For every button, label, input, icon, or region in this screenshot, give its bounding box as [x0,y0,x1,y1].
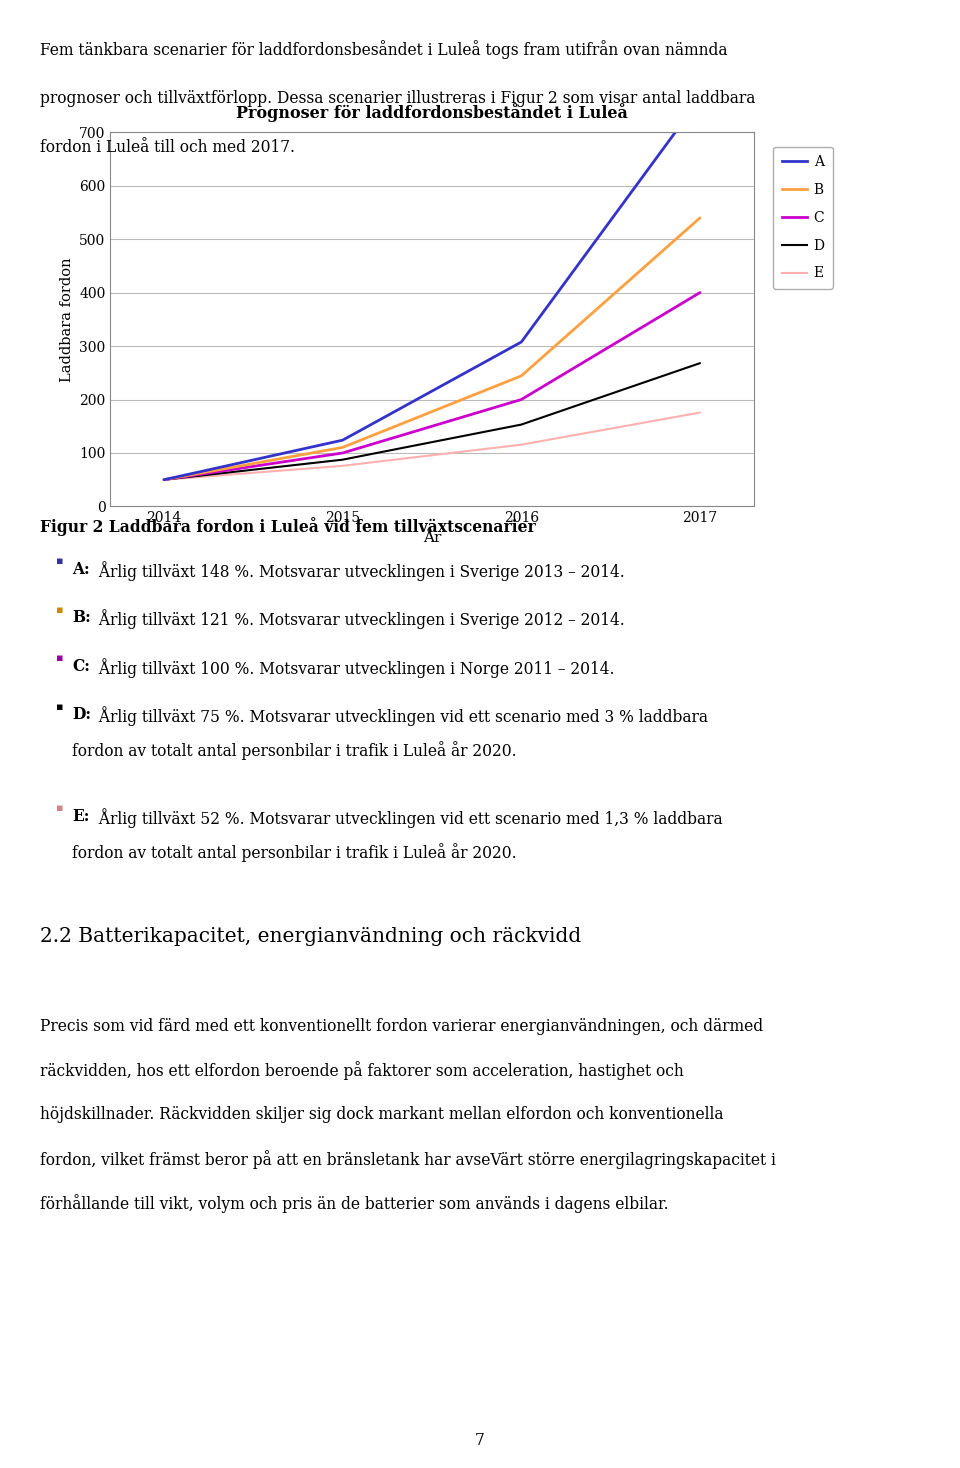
Text: A:: A: [72,561,89,578]
E [337,457,348,474]
Text: Figur 2 Laddbara fordon i Luleå vid fem tillväxtscenarier: Figur 2 Laddbara fordon i Luleå vid fem … [40,517,536,536]
Text: fordon, vilket främst beror på att en bränsletank har avseVärt större energilagr: fordon, vilket främst beror på att en br… [40,1149,777,1169]
A [158,471,170,489]
Y-axis label: Laddbara fordon: Laddbara fordon [60,257,74,382]
B [337,439,348,457]
Text: ▪: ▪ [56,702,63,712]
Text: förhållande till vikt, volym och pris än de batterier som används i dagens elbil: förhållande till vikt, volym och pris än… [40,1193,669,1213]
Line: B: B [164,217,700,480]
D [337,451,348,468]
Line: A: A [164,98,700,480]
Text: prognoser och tillväxtförlopp. Dessa scenarier illustreras i Figur 2 som visar a: prognoser och tillväxtförlopp. Dessa sce… [40,90,756,107]
Text: höjdskillnader. Räckvidden skiljer sig dock markant mellan elfordon och konventi: höjdskillnader. Räckvidden skiljer sig d… [40,1105,724,1123]
A [516,333,527,351]
Text: ▪: ▪ [56,556,63,567]
Line: D: D [164,363,700,480]
C [516,390,527,408]
Text: Årlig tillväxt 148 %. Motsvarar utvecklingen i Sverige 2013 – 2014.: Årlig tillväxt 148 %. Motsvarar utveckli… [94,561,625,581]
Text: fordon av totalt antal personbilar i trafik i Luleå år 2020.: fordon av totalt antal personbilar i tra… [72,843,516,862]
X-axis label: År: År [422,531,442,545]
B [516,367,527,385]
Text: Fem tänkbara scenarier för laddfordonsbesåndet i Luleå togs fram utifrån ovan nä: Fem tänkbara scenarier för laddfordonsbe… [40,40,728,59]
Text: E:: E: [72,807,89,825]
Text: fordon av totalt antal personbilar i trafik i Luleå år 2020.: fordon av totalt antal personbilar i tra… [72,741,516,760]
E [516,436,527,454]
Text: Precis som vid färd med ett konventionellt fordon varierar energianvändningen, o: Precis som vid färd med ett konventionel… [40,1017,763,1035]
Title: Prognoser för laddfordonsbeståndet i Luleå: Prognoser för laddfordonsbeståndet i Lul… [236,103,628,122]
Text: Årlig tillväxt 75 %. Motsvarar utvecklingen vid ett scenario med 3 % laddbara: Årlig tillväxt 75 %. Motsvarar utvecklin… [94,706,708,727]
D [158,471,170,489]
Text: räckvidden, hos ett elfordon beroende på faktorer som acceleration, hastighet oc: räckvidden, hos ett elfordon beroende på… [40,1061,684,1080]
Text: B:: B: [72,609,91,627]
C [694,283,706,301]
Text: Årlig tillväxt 52 %. Motsvarar utvecklingen vid ett scenario med 1,3 % laddbara: Årlig tillväxt 52 %. Motsvarar utvecklin… [94,807,723,828]
Text: 7: 7 [475,1431,485,1449]
A [337,432,348,449]
Text: C:: C: [72,658,90,675]
Text: ▪: ▪ [56,653,63,664]
C [337,445,348,462]
Text: D:: D: [72,706,91,724]
B [158,471,170,489]
B [694,208,706,226]
Text: fordon i Luleå till och med 2017.: fordon i Luleå till och med 2017. [40,139,296,157]
Text: ▪: ▪ [56,605,63,615]
Text: ▪: ▪ [56,803,63,813]
Legend: A, B, C, D, E: A, B, C, D, E [774,147,833,289]
E [158,471,170,489]
D [694,354,706,371]
A [694,90,706,107]
Text: 2.2 Batterikapacitet, energianvändning och räckvidd: 2.2 Batterikapacitet, energianvändning o… [40,926,582,945]
D [516,415,527,433]
Text: Årlig tillväxt 121 %. Motsvarar utvecklingen i Sverige 2012 – 2014.: Årlig tillväxt 121 %. Motsvarar utveckli… [94,609,625,630]
C [158,471,170,489]
Text: Årlig tillväxt 100 %. Motsvarar utvecklingen i Norge 2011 – 2014.: Årlig tillväxt 100 %. Motsvarar utveckli… [94,658,614,678]
Line: E: E [164,413,700,480]
Line: C: C [164,292,700,480]
E [694,404,706,421]
